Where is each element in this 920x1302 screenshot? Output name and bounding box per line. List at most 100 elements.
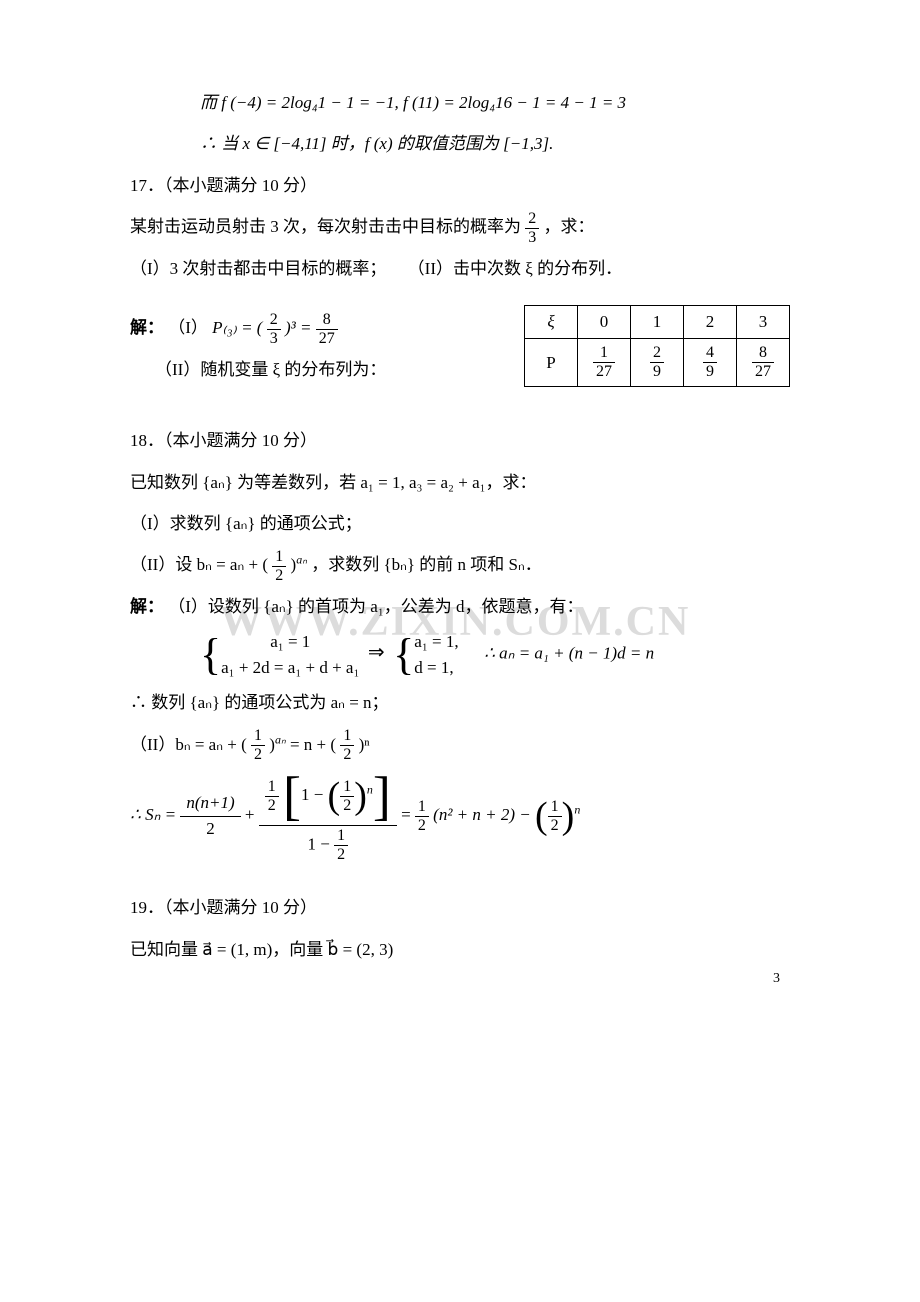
right-paren-icon: )	[562, 797, 575, 835]
denominator: 27	[593, 363, 615, 380]
q17-sol1: 解： （I） P₍₃₎ = ( 2 3 )³ = 8 27	[130, 309, 484, 347]
d: 2	[548, 817, 562, 834]
q18-sub1: （I）求数列 {aₙ} 的通项公式；	[130, 505, 790, 542]
numerator: 1	[593, 345, 615, 363]
fraction: 1 2	[272, 549, 286, 584]
fraction: 1 2	[251, 728, 265, 763]
distribution-table: ξ 0 1 2 3 P 127 29 49 827	[524, 305, 790, 387]
right-bracket-icon: ]	[373, 769, 391, 823]
text: （I）设数列 {aₙ} 的首项为 a₁，公差为 d，依题意，有：	[168, 597, 583, 616]
numerator: 1	[415, 799, 429, 817]
text: （I）	[168, 318, 208, 337]
table-cell: 49	[684, 339, 737, 387]
text: （II）设 bₙ = aₙ + (	[130, 555, 268, 574]
text: 某射击运动员射击 3 次，每次射击击中目标的概率为	[130, 217, 521, 236]
arrow-icon: ⇒	[368, 642, 385, 664]
numerator: 2	[267, 312, 281, 330]
numerator: 8	[752, 345, 774, 363]
denominator: 9	[650, 363, 664, 380]
q17-sol2: （II）随机变量 ξ 的分布列为：	[130, 351, 484, 388]
numerator: 4	[703, 345, 717, 363]
denominator: 1 − 12	[259, 826, 397, 865]
table-cell: P	[525, 339, 578, 387]
denominator: 27	[752, 363, 774, 380]
table-cell: ξ	[525, 306, 578, 339]
eq-text: 而 f (−4) = 2log₄1 − 1 = −1, f (11) = 2lo…	[200, 93, 626, 112]
numerator: 2	[525, 211, 539, 229]
left-paren-icon: (	[535, 797, 548, 835]
numerator: 1	[340, 728, 354, 746]
q19-body: 已知向量 a⃗ = (1, m)，向量 b⃗ = (2, 3)	[130, 931, 790, 968]
q18-body: 已知数列 {aₙ} 为等差数列，若 a₁ = 1, a₃ = a₂ + a₁，求…	[130, 464, 790, 501]
n: 1	[340, 779, 354, 797]
label: 解：	[130, 597, 164, 616]
q17-body: 某射击运动员射击 3 次，每次射击击中目标的概率为 2 3 ，求：	[130, 208, 790, 246]
denominator: 2	[180, 817, 240, 841]
denominator: 3	[525, 229, 539, 246]
denominator: 3	[267, 330, 281, 347]
n: 1	[265, 779, 279, 797]
left-bracket-icon: [	[283, 769, 301, 823]
table-cell: 29	[631, 339, 684, 387]
fraction: 2 3	[525, 211, 539, 246]
n: 1	[334, 828, 348, 846]
text: ，求：	[544, 217, 595, 236]
fraction: n(n+1) 2	[180, 791, 240, 841]
numerator: 2	[650, 345, 664, 363]
table-cell: 3	[737, 306, 790, 339]
numerator: 1	[251, 728, 265, 746]
text: a₁ + 2d = a₁ + d + a₁	[221, 655, 359, 681]
text: =	[401, 805, 411, 824]
q19-title: 19．（本小题满分 10 分）	[130, 889, 790, 926]
brace-content: a₁ = 1 a₁ + 2d = a₁ + d + a₁	[221, 629, 359, 680]
text: P₍₃₎ = (	[212, 318, 262, 337]
denominator: 27	[316, 330, 338, 347]
q18-II: （II）bₙ = aₙ + ( 1 2 )aₙ = n + ( 1 2 )ⁿ	[130, 726, 790, 764]
equation-line: ∴ 当 x ∈ [−4,11] 时，f (x) 的取值范围为 [−1,3].	[130, 125, 790, 162]
fraction: 8 27	[316, 312, 338, 347]
text: d = 1,	[414, 655, 458, 681]
text: = n + (	[290, 735, 336, 754]
exponent: aₙ	[275, 732, 286, 746]
denominator: 2	[340, 746, 354, 763]
text: （II）bₙ = aₙ + (	[130, 735, 247, 754]
table-cell: 827	[737, 339, 790, 387]
text: ξ	[547, 312, 554, 331]
text: a₁ = 1	[221, 629, 359, 655]
numerator: 1	[272, 549, 286, 567]
exponent: aₙ	[296, 553, 307, 567]
left-brace-icon: {	[393, 633, 414, 677]
numerator: 12 [ 1 − ( 12 )n ]	[259, 767, 397, 826]
q18-sub2: （II）设 bₙ = aₙ + ( 1 2 )aₙ ，求数列 {bₙ} 的前 n…	[130, 546, 790, 584]
fraction: 12 [ 1 − ( 12 )n ] 1 − 12	[259, 767, 397, 865]
page-content: 而 f (−4) = 2log₄1 − 1 = −1, f (11) = 2lo…	[130, 84, 790, 968]
table-cell: 0	[578, 306, 631, 339]
left-paren-icon: (	[328, 777, 341, 815]
eq-text: ∴ 当 x ∈ [−4,11] 时，f (x) 的取值范围为 [−1,3].	[200, 134, 553, 153]
fraction: 1 2	[415, 799, 429, 834]
denominator: 2	[272, 567, 286, 584]
q17-title: 17．（本小题满分 10 分）	[130, 167, 790, 204]
page-number: 3	[773, 971, 780, 987]
text: （II）击中次数 ξ 的分布列．	[408, 259, 622, 278]
denominator: 2	[251, 746, 265, 763]
right-paren-icon: )	[354, 777, 367, 815]
numerator: n(n+1)	[180, 791, 240, 816]
text: ，求数列 {bₙ} 的前 n 项和 Sₙ．	[311, 555, 542, 574]
text: （I）3 次射击都击中目标的概率；	[130, 259, 386, 278]
text: ∴ Sₙ =	[130, 805, 176, 824]
numerator: 8	[316, 312, 338, 330]
q17-subs: （I）3 次射击都击中目标的概率； （II）击中次数 ξ 的分布列．	[130, 250, 790, 287]
equation-line: 而 f (−4) = 2log₄1 − 1 = −1, f (11) = 2lo…	[130, 84, 790, 121]
q18-sol1: 解： （I）设数列 {aₙ} 的首项为 a₁，公差为 d，依题意，有：	[130, 588, 790, 625]
table-cell: 2	[684, 306, 737, 339]
d: 2	[334, 846, 348, 863]
d: 2	[340, 797, 354, 814]
text: (n² + n + 2) −	[433, 805, 531, 824]
q18-Sn: ∴ Sₙ = n(n+1) 2 + 12 [ 1 − ( 12 )n ] 1 −…	[130, 767, 790, 865]
table-row: P 127 29 49 827	[525, 339, 790, 387]
table-row: ξ 0 1 2 3	[525, 306, 790, 339]
q18-brace-eq: { a₁ = 1 a₁ + 2d = a₁ + d + a₁ ⇒ { a₁ = …	[130, 629, 790, 680]
q18-conc: ∴ 数列 {aₙ} 的通项公式为 aₙ = n；	[130, 684, 790, 721]
n: 1	[548, 799, 562, 817]
